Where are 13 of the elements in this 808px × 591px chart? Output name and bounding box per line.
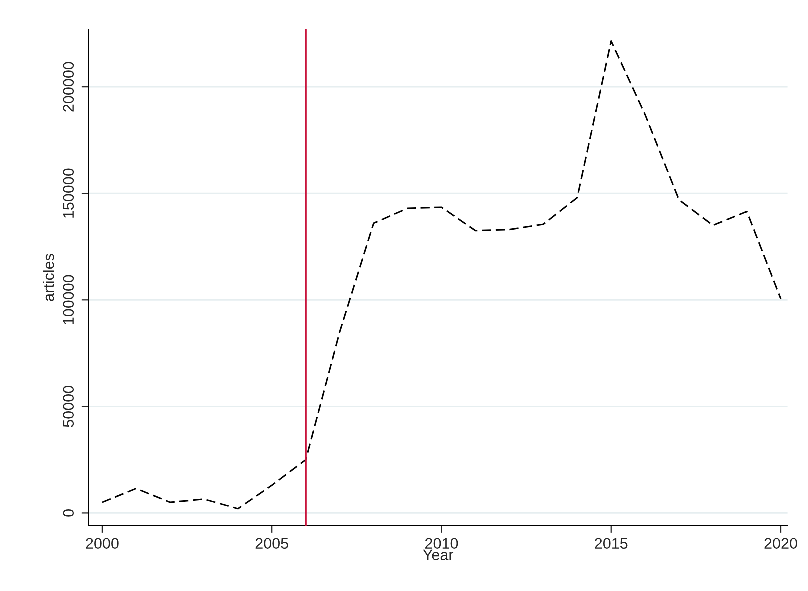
x-tick-label: 2020 [764, 538, 798, 550]
y-tick-label: 150000 [63, 168, 74, 218]
y-tick-label: 100000 [63, 275, 74, 324]
y-tick-label: 200000 [63, 62, 74, 112]
y-tick-label: 0 [63, 510, 74, 517]
x-tick-label: 2010 [426, 538, 458, 550]
y-tick-label: 50000 [63, 386, 74, 428]
x-tick-label: 2000 [86, 538, 119, 550]
x-tick-label: 2005 [256, 538, 288, 550]
y-axis-title: articles [43, 254, 54, 302]
x-tick-label: 2015 [595, 538, 628, 550]
x-axis-title: Year [423, 550, 454, 560]
line-series [102, 40, 782, 510]
